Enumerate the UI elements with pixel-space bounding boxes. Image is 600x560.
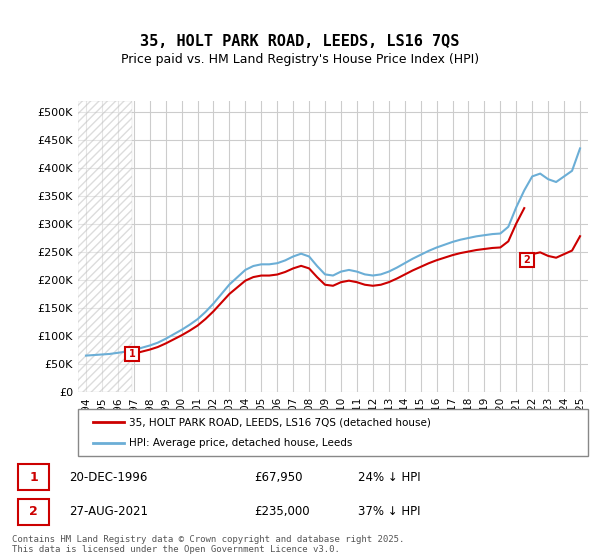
FancyBboxPatch shape (18, 500, 49, 525)
Text: 35, HOLT PARK ROAD, LEEDS, LS16 7QS: 35, HOLT PARK ROAD, LEEDS, LS16 7QS (140, 34, 460, 49)
Text: 37% ↓ HPI: 37% ↓ HPI (358, 506, 420, 519)
Text: 2: 2 (29, 506, 38, 519)
Text: HPI: Average price, detached house, Leeds: HPI: Average price, detached house, Leed… (129, 438, 352, 448)
Text: 27-AUG-2021: 27-AUG-2021 (70, 506, 149, 519)
Text: 1: 1 (129, 349, 136, 359)
Text: 1: 1 (29, 470, 38, 483)
Text: 2: 2 (523, 255, 530, 265)
Text: £235,000: £235,000 (254, 506, 310, 519)
Text: 20-DEC-1996: 20-DEC-1996 (70, 470, 148, 483)
Text: 35, HOLT PARK ROAD, LEEDS, LS16 7QS (detached house): 35, HOLT PARK ROAD, LEEDS, LS16 7QS (det… (129, 417, 431, 427)
Text: Price paid vs. HM Land Registry's House Price Index (HPI): Price paid vs. HM Land Registry's House … (121, 53, 479, 66)
Text: £67,950: £67,950 (254, 470, 302, 483)
FancyBboxPatch shape (78, 409, 588, 456)
Text: Contains HM Land Registry data © Crown copyright and database right 2025.
This d: Contains HM Land Registry data © Crown c… (12, 535, 404, 554)
FancyBboxPatch shape (18, 464, 49, 490)
Text: 24% ↓ HPI: 24% ↓ HPI (358, 470, 420, 483)
